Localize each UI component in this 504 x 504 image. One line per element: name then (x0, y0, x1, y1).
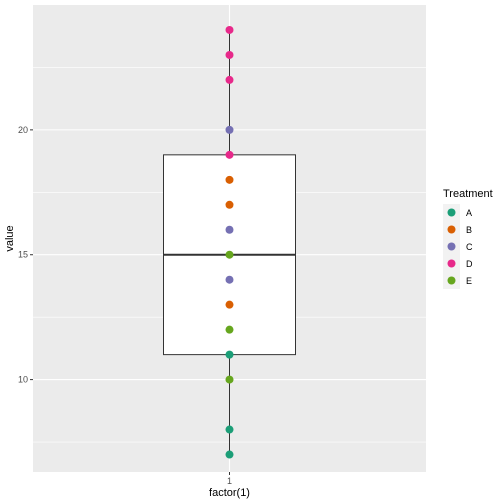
legend-title: Treatment (443, 188, 493, 200)
y-tick-label: 10 (18, 375, 28, 385)
y-axis: 10 15 20 (18, 125, 33, 385)
point-E (225, 250, 234, 259)
x-tick-label: 1 (227, 476, 232, 486)
y-tick-label: 15 (18, 250, 28, 260)
point-A (225, 425, 234, 434)
legend-label-C: C (466, 242, 473, 252)
legend-marker-B (447, 225, 456, 234)
legend-marker-C (447, 242, 456, 251)
point-C (225, 225, 234, 234)
point-D (225, 75, 234, 84)
legend-label-E: E (466, 276, 472, 286)
legend-marker-D (447, 259, 456, 268)
y-axis-title: value (4, 225, 16, 251)
legend-label-B: B (466, 225, 472, 235)
x-axis: 1 (227, 472, 232, 486)
point-C (225, 125, 234, 134)
data-points (225, 25, 234, 459)
point-B (225, 200, 234, 209)
x-axis-title: factor(1) (209, 487, 250, 499)
y-tick-label: 20 (18, 125, 28, 135)
legend-marker-A (447, 208, 456, 217)
point-E (225, 325, 234, 334)
point-E (225, 375, 234, 384)
point-A (225, 450, 234, 459)
legend-marker-E (447, 276, 456, 285)
point-C (225, 275, 234, 284)
point-D (225, 25, 234, 34)
point-A (225, 350, 234, 359)
legend-label-A: A (466, 208, 472, 218)
point-B (225, 175, 234, 184)
point-D (225, 150, 234, 159)
point-B (225, 300, 234, 309)
point-D (225, 50, 234, 59)
legend-label-D: D (466, 259, 473, 269)
